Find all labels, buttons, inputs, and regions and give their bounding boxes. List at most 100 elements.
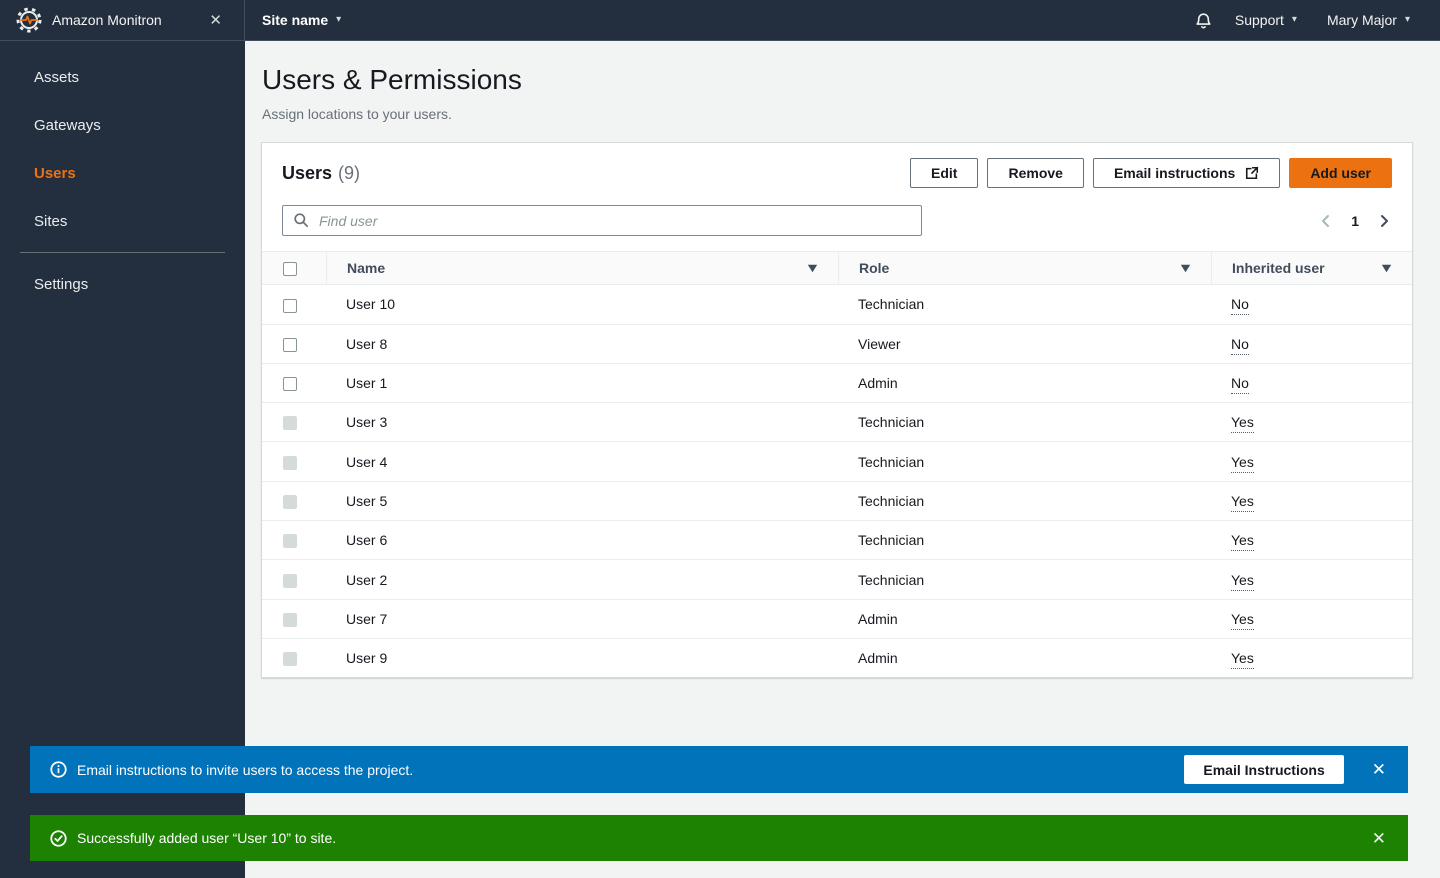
role-cell: Technician <box>838 442 1211 482</box>
info-icon <box>50 761 67 778</box>
panel-count: (9) <box>338 162 361 183</box>
info-banner: Email instructions to invite users to ac… <box>30 746 1408 793</box>
sidebar-divider <box>20 252 225 253</box>
sort-icon[interactable] <box>807 260 818 276</box>
next-page-button[interactable] <box>1376 213 1392 229</box>
table-row: User 6 Technician Yes <box>262 521 1412 561</box>
row-checkbox[interactable] <box>283 377 297 392</box>
page-number[interactable]: 1 <box>1351 212 1359 229</box>
inherited-cell: Yes <box>1211 560 1412 600</box>
sort-icon[interactable] <box>1180 260 1191 276</box>
row-checkbox <box>283 416 297 431</box>
inherited-value[interactable]: Yes <box>1231 650 1254 670</box>
app-header: Amazon Monitron ✕ <box>0 0 245 40</box>
site-name-selector[interactable]: Site name ▾ <box>245 0 341 40</box>
inherited-cell: Yes <box>1211 481 1412 522</box>
search-icon <box>293 212 309 233</box>
inherited-value[interactable]: Yes <box>1231 414 1254 434</box>
sidebar-item-gateways[interactable]: Gateways <box>34 116 101 134</box>
user-name-cell: User 8 <box>326 324 838 364</box>
email-instructions-button[interactable]: Email instructions <box>1092 158 1281 188</box>
support-label: Support <box>1234 12 1284 28</box>
panel-actions: Edit Remove Email instructions Add user <box>910 158 1392 188</box>
inherited-cell: Yes <box>1211 599 1412 639</box>
inherited-value[interactable]: Yes <box>1231 453 1254 473</box>
user-name-cell: User 9 <box>326 638 838 678</box>
inherited-value[interactable]: Yes <box>1231 492 1254 512</box>
row-checkbox[interactable] <box>283 337 297 352</box>
inherited-cell: No <box>1211 285 1412 325</box>
role-cell: Admin <box>838 363 1211 404</box>
support-menu[interactable]: Support ▾ <box>1227 12 1305 28</box>
inherited-value[interactable]: No <box>1231 335 1249 355</box>
column-header-inherited-user[interactable]: Inherited user <box>1211 251 1412 286</box>
inherited-value[interactable]: No <box>1231 375 1249 395</box>
column-header-role[interactable]: Role <box>838 251 1211 286</box>
close-success-banner-icon[interactable]: ✕ <box>1366 830 1392 847</box>
user-name-cell: User 6 <box>326 521 838 561</box>
table-row: User 8 Viewer No <box>262 324 1412 364</box>
row-checkbox <box>283 573 297 588</box>
sort-icon[interactable] <box>1381 260 1392 276</box>
row-checkbox <box>283 534 297 549</box>
topbar-right: Support ▾ Mary Major ▾ <box>1194 0 1440 40</box>
notifications-bell-icon[interactable] <box>1194 11 1213 30</box>
search-input[interactable] <box>282 205 922 236</box>
row-checkbox <box>283 455 297 470</box>
table-row: User 3 Technician Yes <box>262 403 1412 443</box>
sidebar-item-assets[interactable]: Assets <box>34 68 80 86</box>
row-checkbox[interactable] <box>283 298 297 313</box>
row-checkbox <box>283 495 297 510</box>
table-toolbar: 1 <box>262 192 1412 251</box>
row-checkbox <box>283 652 297 667</box>
select-all-checkbox[interactable] <box>283 262 297 277</box>
info-banner-text: Email instructions to invite users to ac… <box>77 761 414 778</box>
inherited-value[interactable]: Yes <box>1231 571 1254 591</box>
column-label: Role <box>859 260 890 277</box>
user-name-cell: User 10 <box>326 285 838 325</box>
topbar: Amazon Monitron ✕ Site name ▾ Support ▾ … <box>0 0 1440 41</box>
page-header: Users & Permissions Assign locations to … <box>245 41 1440 122</box>
table-row: User 4 Technician Yes <box>262 442 1412 482</box>
success-banner: Successfully added user “User 10” to sit… <box>30 815 1408 861</box>
table-header-row: Name Role Inherited user <box>262 251 1412 286</box>
external-link-icon <box>1245 166 1259 180</box>
inherited-cell: Yes <box>1211 521 1412 561</box>
table-row: User 1 Admin No <box>262 363 1412 404</box>
inherited-cell: Yes <box>1211 638 1412 678</box>
add-user-button[interactable]: Add user <box>1289 158 1392 188</box>
user-name-cell: User 2 <box>326 560 838 600</box>
email-instructions-banner-button[interactable]: Email Instructions <box>1184 755 1344 784</box>
column-header-name[interactable]: Name <box>326 251 838 286</box>
users-panel: Users (9) Edit Remove Email instructions… <box>261 142 1413 679</box>
inherited-value[interactable]: Yes <box>1231 610 1254 630</box>
success-banner-text: Successfully added user “User 10” to sit… <box>77 830 337 846</box>
close-app-icon[interactable]: ✕ <box>209 12 222 29</box>
caret-down-icon: ▾ <box>1404 14 1410 25</box>
sidebar-item-sites[interactable]: Sites <box>34 212 68 230</box>
table-row: User 2 Technician Yes <box>262 560 1412 600</box>
user-menu[interactable]: Mary Major ▾ <box>1319 12 1418 28</box>
user-name-cell: User 1 <box>326 363 838 404</box>
inherited-cell: No <box>1211 324 1412 364</box>
role-cell: Admin <box>838 599 1211 639</box>
page-subtitle: Assign locations to your users. <box>262 106 452 122</box>
prev-page-button[interactable] <box>1318 213 1334 229</box>
remove-button[interactable]: Remove <box>987 158 1084 188</box>
role-cell: Technician <box>838 521 1211 561</box>
panel-header: Users (9) Edit Remove Email instructions… <box>262 143 1412 192</box>
page-title: Users & Permissions <box>262 64 522 95</box>
inherited-value[interactable]: No <box>1231 296 1249 316</box>
inherited-value[interactable]: Yes <box>1231 532 1254 552</box>
user-name-label: Mary Major <box>1326 12 1397 28</box>
search-box <box>282 205 922 236</box>
role-cell: Technician <box>838 285 1211 325</box>
role-cell: Technician <box>838 403 1211 443</box>
close-info-banner-icon[interactable]: ✕ <box>1366 761 1392 778</box>
sidebar-item-settings[interactable]: Settings <box>34 275 89 293</box>
users-table: Name Role Inherited user <box>262 251 1412 678</box>
site-name-label: Site name <box>262 12 329 28</box>
edit-button[interactable]: Edit <box>910 158 979 188</box>
sidebar-item-users[interactable]: Users <box>34 164 76 182</box>
panel-title: Users <box>282 162 333 183</box>
